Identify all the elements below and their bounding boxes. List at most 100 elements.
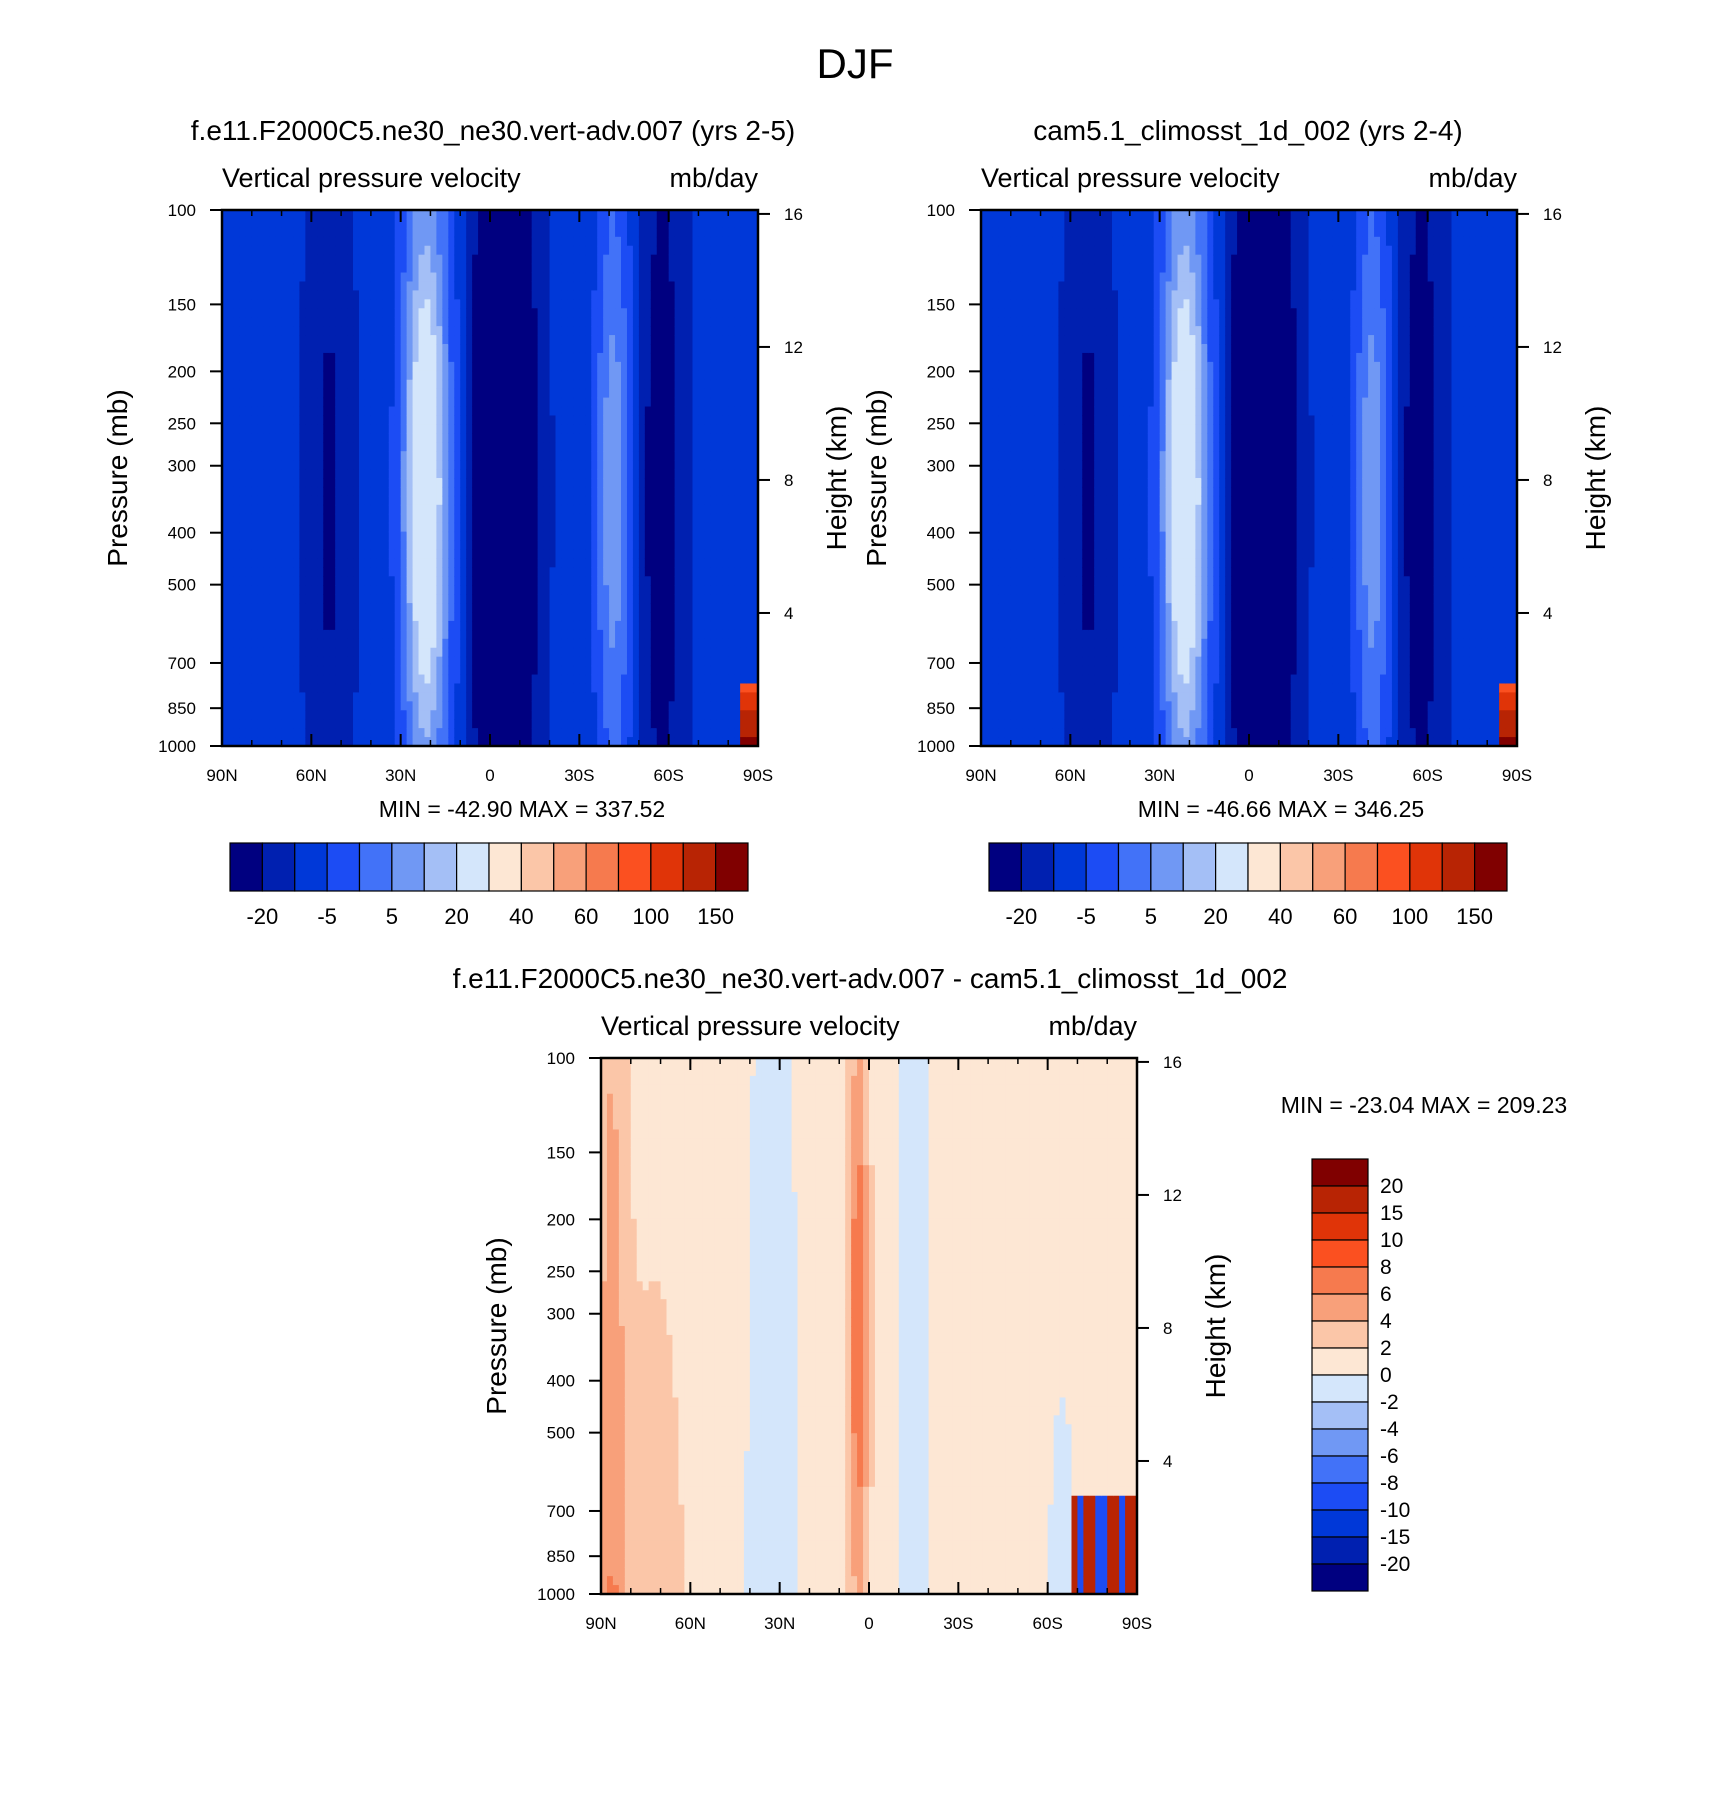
field-cell [543, 603, 551, 613]
field-cell [609, 290, 616, 300]
field-cell [394, 451, 402, 461]
field-cell [585, 710, 592, 720]
field-cell [513, 272, 521, 283]
field-cell [448, 495, 455, 506]
field-cell [299, 335, 306, 345]
field-cell [233, 495, 241, 506]
field-cell [519, 227, 527, 238]
field-cell [412, 335, 420, 345]
field-cell [668, 299, 676, 309]
field-cell [662, 540, 670, 551]
field-cell [329, 576, 336, 586]
field-cell [591, 486, 598, 497]
field-cell [239, 442, 247, 452]
field-cell [531, 576, 539, 586]
field-cell [650, 486, 658, 497]
field-cell [656, 415, 664, 425]
field-cell [436, 513, 443, 524]
field-cell [394, 728, 402, 738]
field-cell [466, 585, 473, 595]
field-cell [478, 737, 485, 746]
field-cell [287, 486, 295, 497]
field-cell [263, 442, 271, 452]
field-cell [573, 737, 580, 746]
field-cell [615, 540, 622, 551]
field-cell [376, 406, 384, 417]
field-cell [329, 218, 336, 229]
field-cell [227, 344, 235, 354]
field-cell [335, 495, 342, 506]
field-cell [424, 683, 432, 693]
field-cell [656, 370, 664, 381]
field-cell [543, 629, 551, 640]
field-cell [513, 585, 521, 595]
field-cell [543, 504, 551, 515]
field-cell [537, 370, 545, 381]
field-cell [394, 433, 402, 443]
field-cell [275, 728, 283, 738]
field-cell [680, 397, 688, 408]
field-cell [591, 594, 598, 604]
field-cell [424, 451, 432, 461]
field-cell [448, 254, 455, 265]
field-cell [579, 442, 586, 452]
field-cell [436, 433, 443, 443]
field-cell [609, 379, 616, 390]
field-cell [704, 594, 711, 604]
field-cell [353, 469, 360, 479]
field-cell [454, 361, 461, 372]
field-cell [370, 263, 378, 274]
field-cell [501, 495, 509, 506]
field-cell [335, 469, 342, 479]
field-cell [501, 406, 509, 417]
field-cell [358, 558, 366, 568]
field-cell [716, 254, 723, 265]
field-cell [400, 218, 408, 229]
field-cell [418, 272, 426, 283]
field-cell [495, 388, 503, 399]
field-cell [561, 567, 569, 577]
field-cell [353, 638, 360, 649]
field-cell [549, 513, 557, 524]
field-cell [364, 210, 372, 220]
field-cell [704, 647, 711, 658]
field-cell [704, 656, 711, 667]
field-cell [543, 433, 551, 443]
field-cell [454, 406, 461, 417]
field-cell [495, 629, 503, 640]
field-cell [454, 451, 461, 461]
field-cell [388, 424, 396, 434]
field-cell [609, 388, 616, 399]
field-cell [484, 415, 491, 425]
field-cell [567, 495, 574, 506]
field-cell [448, 236, 455, 247]
field-cell [293, 272, 301, 283]
field-cell [406, 415, 414, 425]
field-cell [347, 263, 354, 274]
field-cell [299, 272, 306, 283]
field-cell [245, 415, 253, 425]
field-cell [358, 495, 366, 506]
field-cell [692, 629, 700, 640]
field-cell [704, 638, 711, 649]
field-cell [364, 656, 372, 667]
field-cell [573, 218, 580, 229]
field-cell [484, 326, 491, 336]
field-cell [436, 335, 443, 345]
field-cell [412, 692, 420, 702]
field-cell [418, 585, 426, 595]
field-cell [329, 603, 336, 613]
field-cell [626, 361, 634, 372]
field-cell [305, 620, 312, 631]
field-cell [418, 710, 426, 720]
field-cell [632, 683, 640, 693]
field-cell [638, 326, 646, 336]
field-cell [430, 442, 437, 452]
field-cell [704, 263, 711, 274]
field-cell [698, 719, 705, 729]
field-cell [239, 236, 247, 247]
field-cell [430, 692, 437, 702]
field-cell [519, 361, 527, 372]
field-cell [323, 263, 330, 274]
field-cell [448, 692, 455, 702]
